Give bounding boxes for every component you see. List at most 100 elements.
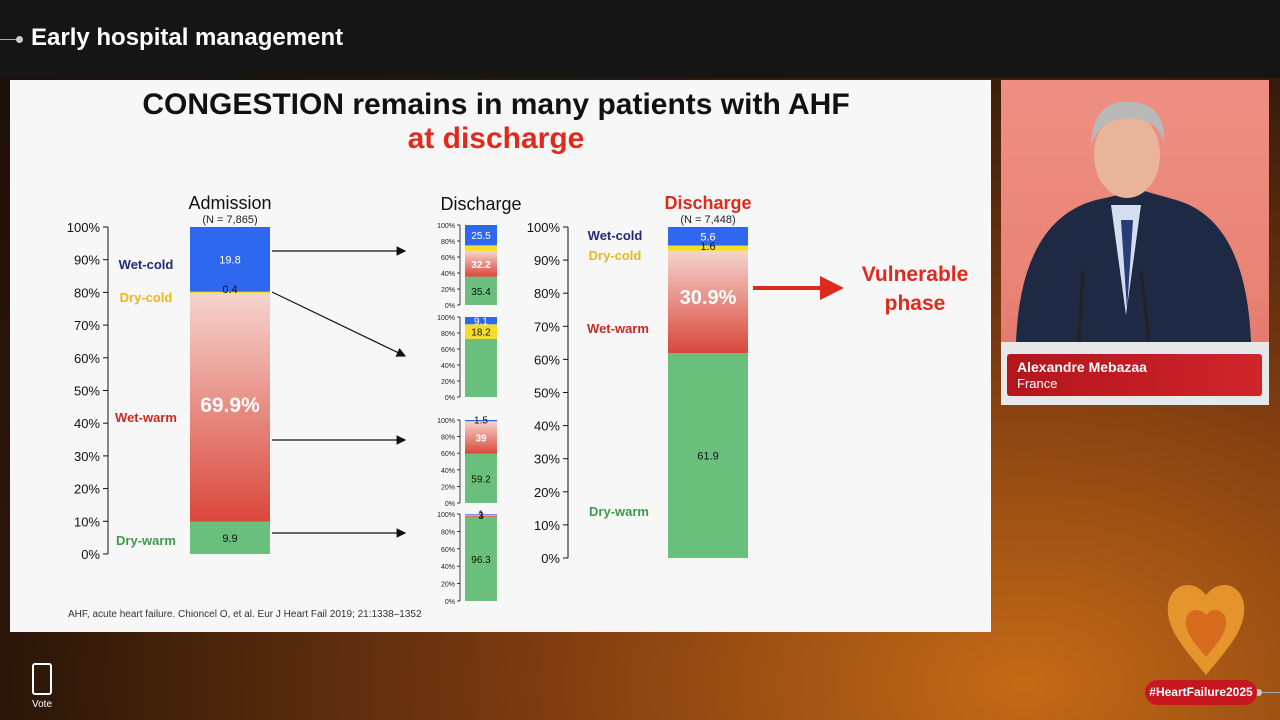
bar-segment-dry-warm <box>190 521 270 554</box>
small-y-tick-label: 100% <box>437 223 455 230</box>
chart-n-label: (N = 7,448) <box>680 214 735 226</box>
small-bar-segment-dry-cold <box>465 245 497 251</box>
y-tick-label: 40% <box>74 416 100 431</box>
bar-value-label: 9.9 <box>222 533 237 545</box>
small-bar-segment-wet-cold <box>465 317 497 325</box>
small-bar-value-label: 3 <box>478 511 484 522</box>
bar-value-label: 30.9% <box>680 287 737 309</box>
small-bar-segment-dry-warm <box>465 517 497 601</box>
bar-value-label: 0.4 <box>222 284 237 296</box>
bar-segment-dry-warm <box>668 353 748 558</box>
small-bar-value-label: 9.1 <box>474 317 488 328</box>
category-label-dry-warm: Dry-warm <box>589 504 649 519</box>
y-tick-label: 0% <box>541 551 560 566</box>
small-y-tick-label: 40% <box>441 468 455 475</box>
bar-value-label: 69.9% <box>200 394 260 417</box>
header-dot <box>16 36 23 43</box>
speaker-name-plate: Alexandre Mebazaa France <box>1007 354 1262 396</box>
bar-segment-wet-cold <box>190 227 270 292</box>
chart-n-label: (N = 7,865) <box>202 214 257 226</box>
small-y-tick-label: 60% <box>441 347 455 354</box>
small-y-tick-label: 100% <box>437 512 455 519</box>
bar-segment-wet-warm <box>668 250 748 354</box>
slide-subtitle: at discharge <box>407 122 585 155</box>
y-tick-label: 0% <box>81 547 100 562</box>
heart-logo-icon <box>1167 584 1245 675</box>
small-bar-segment-wet-cold <box>465 225 497 246</box>
bar-value-label: 1.6 <box>700 241 715 253</box>
small-y-tick-label: 80% <box>441 435 455 442</box>
small-bar-segment-wet-warm <box>465 514 497 518</box>
y-tick-label: 60% <box>534 352 560 367</box>
small-y-tick-label: 0% <box>445 599 455 606</box>
y-tick-label: 20% <box>74 482 100 497</box>
vote-label[interactable]: Vote <box>32 699 53 710</box>
y-tick-label: 60% <box>74 351 100 366</box>
callout-line-1: Vulnerable <box>862 263 969 286</box>
small-bar-segment-wet-warm <box>465 250 497 277</box>
small-y-tick-label: 40% <box>441 564 455 571</box>
transition-arrow <box>271 291 407 357</box>
header-line <box>0 39 18 40</box>
small-y-tick-label: 40% <box>441 271 455 278</box>
small-bar-segment-dry-warm <box>465 276 497 305</box>
y-tick-label: 80% <box>74 285 100 300</box>
small-bar-value-label: 96.3 <box>471 555 491 566</box>
small-y-tick-label: 80% <box>441 331 455 338</box>
speaker-video <box>1001 80 1269 405</box>
y-tick-label: 100% <box>67 220 101 235</box>
small-y-tick-label: 20% <box>441 484 455 491</box>
bar-segment-wet-cold <box>668 227 748 246</box>
small-y-tick-label: 80% <box>441 239 455 246</box>
small-bar-value-label: 39 <box>475 434 487 445</box>
small-bar-value-label: 59.2 <box>471 474 491 485</box>
small-bar-value-label: 18.2 <box>471 328 491 339</box>
y-tick-label: 100% <box>527 220 561 235</box>
small-y-tick-label: 60% <box>441 547 455 554</box>
y-tick-label: 10% <box>534 518 560 533</box>
y-tick-label: 10% <box>74 514 100 529</box>
congestion-chart: Admission(N = 7,865)0%10%20%30%40%50%60%… <box>67 193 969 606</box>
callout-line-2: phase <box>885 292 946 315</box>
small-bar-segment-wet-cold <box>465 420 497 422</box>
y-tick-label: 30% <box>74 449 100 464</box>
category-label-wet-cold: Wet-cold <box>119 257 174 272</box>
bar-segment-dry-cold <box>668 245 748 251</box>
small-y-tick-label: 0% <box>445 395 455 402</box>
bar-segment-dry-cold <box>190 291 270 294</box>
small-bar-segment-dry-warm <box>465 453 497 503</box>
small-y-tick-label: 100% <box>437 315 455 322</box>
category-label-dry-warm: Dry-warm <box>116 533 176 548</box>
y-tick-label: 30% <box>534 452 560 467</box>
session-title: Early hospital management <box>31 24 344 51</box>
small-bar-value-label: 35.4 <box>471 287 491 298</box>
y-tick-label: 40% <box>534 419 560 434</box>
small-y-tick-label: 60% <box>441 255 455 262</box>
y-tick-label: 50% <box>74 384 100 399</box>
small-y-tick-label: 100% <box>437 418 455 425</box>
small-y-tick-label: 60% <box>441 451 455 458</box>
speaker-country: France <box>1017 376 1058 391</box>
y-tick-label: 70% <box>74 318 100 333</box>
small-bar-value-label: 32.2 <box>471 260 491 271</box>
category-label-dry-cold: Dry-cold <box>589 248 642 263</box>
chart-title: Discharge <box>440 194 521 214</box>
small-bar-value-label: 1.5 <box>474 416 488 427</box>
footer-line <box>1258 692 1280 693</box>
chart-title: Admission <box>188 193 271 213</box>
bar-value-label: 5.6 <box>700 231 715 243</box>
y-tick-label: 90% <box>74 253 100 268</box>
small-y-tick-label: 40% <box>441 363 455 370</box>
small-bar-value-label: 25.5 <box>471 231 491 242</box>
bar-segment-wet-warm <box>190 293 270 522</box>
bar-value-label: 19.8 <box>219 254 240 266</box>
y-tick-label: 90% <box>534 253 560 268</box>
small-bar-segment-dry-warm <box>465 338 497 397</box>
small-y-tick-label: 20% <box>441 379 455 386</box>
presentation-slide: CONGESTION remains in many patients with… <box>10 80 991 632</box>
small-bar-value-label: 1 <box>478 509 484 520</box>
vote-phone-icon[interactable] <box>32 663 52 695</box>
y-tick-label: 70% <box>534 319 560 334</box>
small-y-tick-label: 80% <box>441 529 455 536</box>
y-tick-label: 50% <box>534 386 560 401</box>
